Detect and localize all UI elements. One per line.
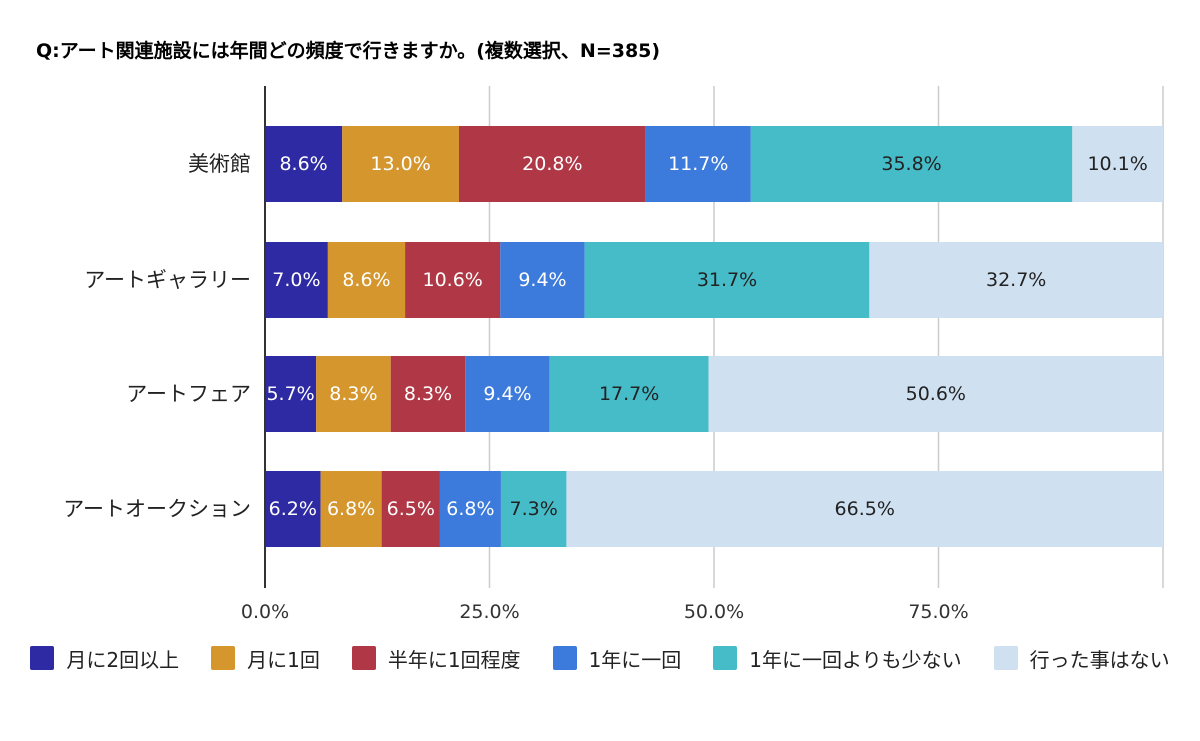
- data-label: 6.8%: [327, 498, 375, 520]
- bar-segment: [327, 242, 406, 318]
- bar-segment: [342, 126, 459, 202]
- bar-segment: [750, 126, 1073, 202]
- legend-label: 1年に一回: [588, 647, 682, 672]
- bar-segment: [439, 471, 501, 547]
- legend-swatch: [211, 646, 236, 670]
- category-label: アートフェア: [126, 382, 251, 406]
- legend-item: 1年に一回: [552, 640, 682, 676]
- data-label: 17.7%: [599, 383, 659, 405]
- legend-swatch: [713, 646, 738, 670]
- legend-label: 月に2回以上: [66, 647, 180, 672]
- data-label: 7.3%: [510, 498, 558, 520]
- bar-segment: [708, 356, 1163, 432]
- legend-swatch: [30, 646, 55, 670]
- legend-label: 半年に1回程度: [387, 647, 521, 672]
- chart-title: Q:アート関連施設には年間どの頻度で行きますか。(複数選択、N=385): [36, 40, 661, 62]
- category-label: アートオークション: [63, 497, 251, 521]
- bar-segment: [265, 471, 321, 547]
- category-label: アートギャラリー: [84, 268, 251, 292]
- bar-segment: [645, 126, 751, 202]
- data-label: 6.5%: [387, 498, 435, 520]
- bar-segment: [500, 471, 567, 547]
- x-tick-label: 0.0%: [241, 601, 289, 623]
- data-label: 8.6%: [279, 153, 327, 175]
- bar-segment: [500, 242, 585, 318]
- data-label: 10.6%: [423, 269, 483, 291]
- data-label: 5.7%: [266, 383, 314, 405]
- data-label: 20.8%: [522, 153, 582, 175]
- bar-segment: [316, 356, 391, 432]
- data-label: 35.8%: [881, 153, 941, 175]
- legend-item: 月に1回: [211, 640, 320, 676]
- bar-segment: [320, 471, 382, 547]
- legend-swatch: [993, 646, 1018, 670]
- data-label: 32.7%: [986, 269, 1046, 291]
- bar-segment: [381, 471, 440, 547]
- bar-segment: [869, 242, 1163, 318]
- category-label: 美術館: [188, 152, 251, 176]
- bar-segment: [584, 242, 870, 318]
- x-tick-label: 75.0%: [908, 601, 968, 623]
- x-tick-label: 25.0%: [459, 601, 519, 623]
- bar-segment: [1072, 126, 1163, 202]
- data-label: 8.3%: [329, 383, 377, 405]
- data-label: 13.0%: [370, 153, 430, 175]
- data-label: 9.4%: [518, 269, 566, 291]
- legend-label: 月に1回: [247, 647, 320, 672]
- legend-item: 月に2回以上: [30, 640, 179, 676]
- legend-swatch: [351, 646, 376, 670]
- data-label: 66.5%: [835, 498, 895, 520]
- data-label: 8.6%: [342, 269, 390, 291]
- data-label: 9.4%: [483, 383, 531, 405]
- legend: 月に2回以上 月に1回 半年に1回程度 1年に一回 1年に一回よりも少ない 行った事はない: [0, 640, 1200, 676]
- bar-segment: [265, 356, 317, 432]
- bar-segment: [405, 242, 501, 318]
- legend-label: 1年に一回よりも少ない: [749, 647, 962, 672]
- legend-swatch: [552, 646, 577, 670]
- bar-segment: [265, 126, 343, 202]
- legend-item: 行った事はない: [993, 640, 1170, 676]
- data-label: 50.6%: [906, 383, 966, 405]
- bar-segment: [549, 356, 709, 432]
- bar-segment: [390, 356, 466, 432]
- bar-segment: [265, 242, 328, 318]
- bar-segment: [566, 471, 1163, 547]
- legend-item: 1年に一回よりも少ない: [713, 640, 962, 676]
- data-label: 31.7%: [697, 269, 757, 291]
- data-label: 6.2%: [269, 498, 317, 520]
- data-label: 7.0%: [272, 269, 320, 291]
- data-label: 11.7%: [668, 153, 728, 175]
- bar-segment: [465, 356, 550, 432]
- data-label: 6.8%: [446, 498, 494, 520]
- x-tick-label: 50.0%: [684, 601, 744, 623]
- legend-label: 行った事はない: [1029, 647, 1170, 672]
- legend-item: 半年に1回程度: [351, 640, 521, 676]
- data-label: 8.3%: [404, 383, 452, 405]
- bar-segment: [458, 126, 646, 202]
- data-label: 10.1%: [1087, 153, 1147, 175]
